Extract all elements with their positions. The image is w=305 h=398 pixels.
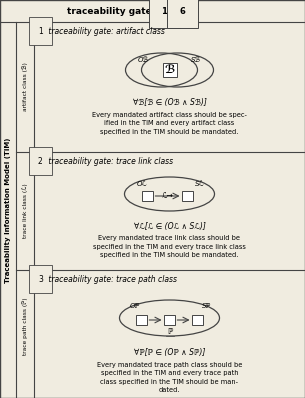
FancyBboxPatch shape [164,315,175,325]
Text: ℒ→: ℒ→ [162,191,174,199]
Text: Every mandated trace link class should be
specified in the TIM and every trace l: Every mandated trace link class should b… [93,235,246,258]
Text: ℙ: ℙ [167,328,172,336]
Text: ∀ℬ[ℬ ∈ (Oℬ ∧ Sℬ)]: ∀ℬ[ℬ ∈ (Oℬ ∧ Sℬ)] [133,98,206,107]
Text: 1: 1 [162,6,167,16]
Text: –: – [170,6,180,16]
Text: 3: 3 [38,275,43,283]
Text: Sℬ: Sℬ [191,57,200,63]
Text: Every mandated trace path class should be
specified in the TIM and every trace p: Every mandated trace path class should b… [97,362,242,394]
Text: artifact class (ℬ): artifact class (ℬ) [22,62,28,111]
Text: traceability gate: trace path class: traceability gate: trace path class [46,275,177,283]
Text: 1: 1 [38,27,43,35]
FancyBboxPatch shape [136,315,147,325]
Text: Oℬ: Oℬ [138,57,149,63]
FancyBboxPatch shape [142,191,153,201]
Text: traceability gate: artifact class: traceability gate: artifact class [46,27,165,35]
Text: ℬ: ℬ [164,65,175,75]
FancyBboxPatch shape [192,315,203,325]
Text: Oℒ: Oℒ [136,181,147,187]
Text: Oℙ: Oℙ [129,303,140,309]
Text: traceability gates: traceability gates [67,6,160,16]
Text: traceability gate: trace link class: traceability gate: trace link class [46,156,173,166]
Text: 2: 2 [38,156,43,166]
Text: Sℙ: Sℙ [202,303,211,309]
Text: ∀ℒ[ℒ ∈ (Oℒ ∧ Sℒ)]: ∀ℒ[ℒ ∈ (Oℒ ∧ Sℒ)] [134,222,206,230]
Text: Sℒ: Sℒ [195,181,204,187]
Text: Traceability Information Model (TIM): Traceability Information Model (TIM) [5,137,11,283]
Text: 6: 6 [180,6,185,16]
Text: ∀ℙ[ℙ ∈ (Oℙ ∧ Sℙ)]: ∀ℙ[ℙ ∈ (Oℙ ∧ Sℙ)] [134,347,205,357]
FancyBboxPatch shape [163,63,177,77]
Text: trace link class (ℒ): trace link class (ℒ) [22,183,28,238]
Text: Every mandated artifact class should be spec-
ified in the TIM and every artifac: Every mandated artifact class should be … [92,112,247,135]
Text: trace path class (ℙ): trace path class (ℙ) [22,297,28,355]
FancyBboxPatch shape [182,191,193,201]
